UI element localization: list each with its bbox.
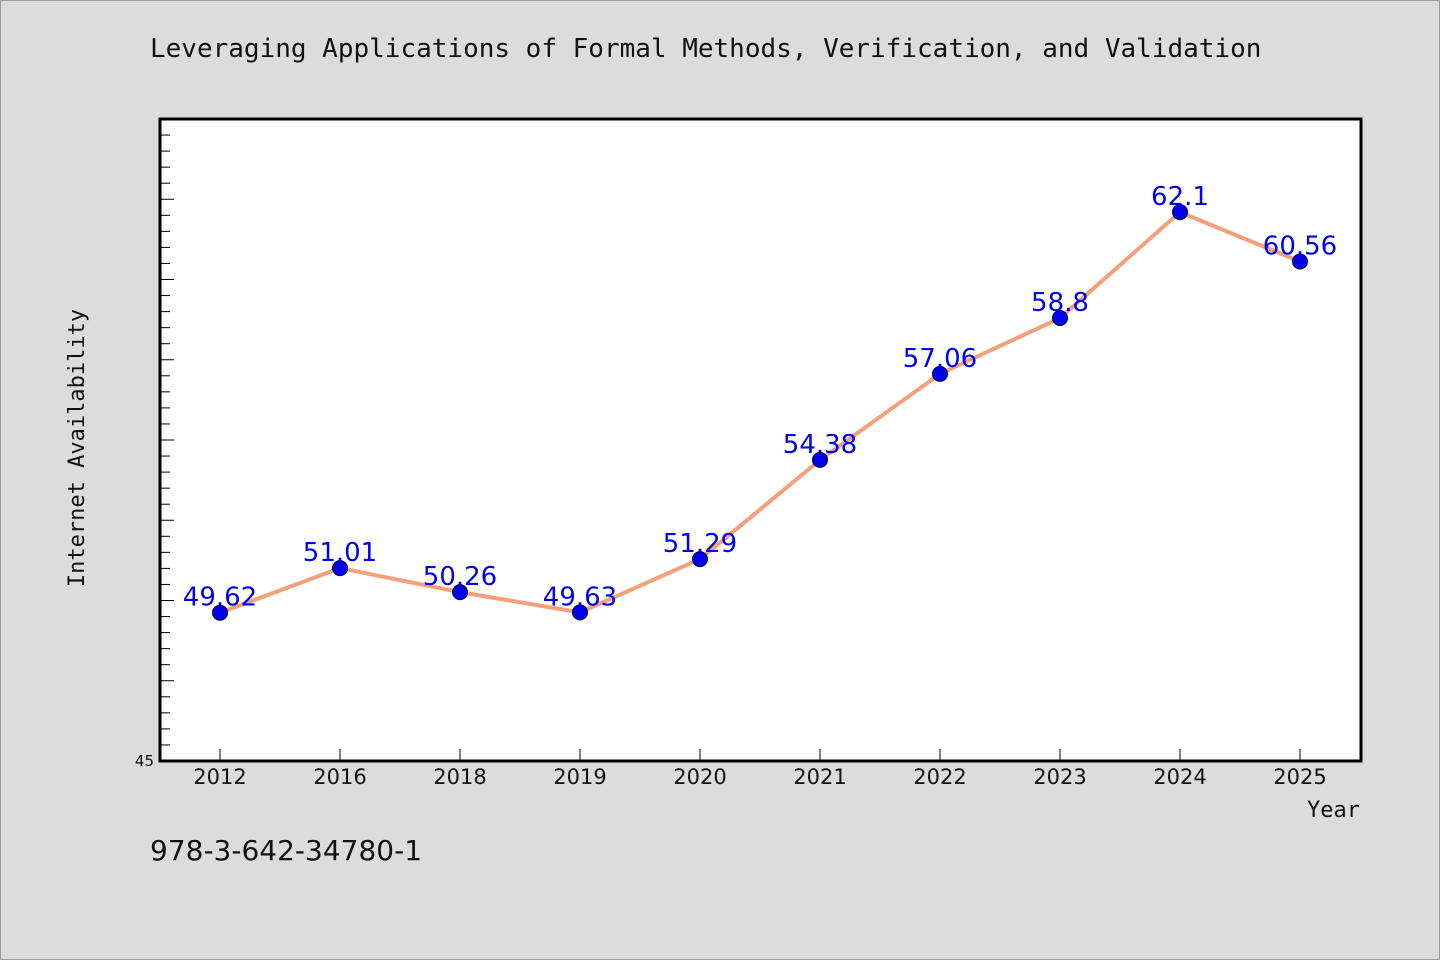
x-tick-label: 2018 <box>433 765 486 789</box>
data-label: 54.38 <box>783 430 857 460</box>
series-line <box>218 210 1302 615</box>
data-point <box>452 584 468 601</box>
data-point <box>1052 310 1068 327</box>
data-label: 60.56 <box>1263 232 1337 262</box>
data-label: 58.8 <box>1031 288 1089 318</box>
x-tick-label: 2016 <box>313 765 366 789</box>
data-point <box>1172 204 1188 221</box>
data-point <box>1292 253 1308 270</box>
data-point <box>212 604 228 621</box>
y-axis-label: Internet Availability <box>65 309 90 587</box>
x-tick-label: 2025 <box>1273 765 1326 789</box>
x-tick-label: 2012 <box>193 765 246 789</box>
data-label: 50.26 <box>423 562 497 592</box>
x-tick-label: 2019 <box>553 765 606 789</box>
data-label: 49.63 <box>543 582 617 612</box>
data-label: 51.29 <box>663 529 737 559</box>
data-label: 51.01 <box>303 538 377 568</box>
isbn-footer: 978-3-642-34780-1 <box>150 834 423 867</box>
x-tick-label: 2024 <box>1153 765 1206 789</box>
data-point <box>812 451 828 468</box>
y-tick-label: 45 <box>135 752 154 770</box>
data-label: 57.06 <box>903 344 977 374</box>
data-label: 62.1 <box>1151 182 1209 212</box>
data-point <box>932 365 948 382</box>
plot-area <box>158 117 1363 763</box>
data-point <box>332 560 348 577</box>
data-label: 49.62 <box>183 583 257 613</box>
data-point <box>572 604 588 621</box>
x-axis-label: Year <box>1307 798 1360 823</box>
data-point <box>692 551 708 568</box>
x-tick-label: 2020 <box>673 765 726 789</box>
x-tick-label: 2023 <box>1033 765 1086 789</box>
chart-title: Leveraging Applications of Formal Method… <box>150 34 1262 64</box>
x-tick-label: 2021 <box>793 765 846 789</box>
x-tick-label: 2022 <box>913 765 966 789</box>
